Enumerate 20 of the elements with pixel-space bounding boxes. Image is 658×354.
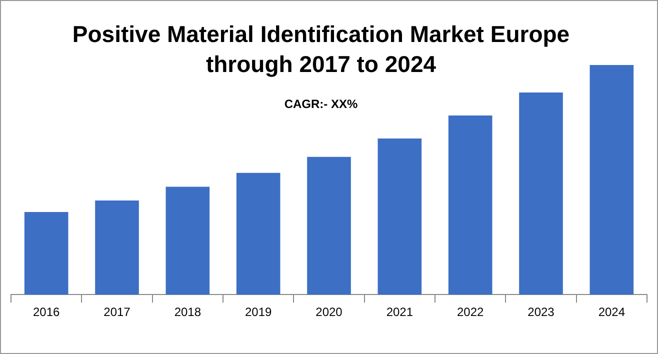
x-tick-label: 2022 [456,305,484,320]
x-tick-label: 2021 [386,305,414,320]
bar [519,92,563,295]
x-tick-label: 2024 [598,305,626,320]
chart-title: Positive Material Identification Market Europe through 2017 to 2024 [71,20,571,79]
text: CAGR:- XX% [283,97,359,111]
x-tick-label: 2018 [174,305,202,320]
bar [236,172,280,295]
x-tick-label: 2016 [32,305,60,320]
bar [95,200,139,295]
bar [307,156,351,295]
x-tick-label: 2017 [104,305,131,320]
bar [378,138,422,295]
x-tick-label: 2019 [244,305,272,320]
x-tick-label: 2023 [528,305,555,320]
x-tick-label: 2020 [316,305,343,320]
bar [590,65,634,295]
bar [448,116,492,295]
bar [24,212,68,295]
bar [166,186,210,295]
